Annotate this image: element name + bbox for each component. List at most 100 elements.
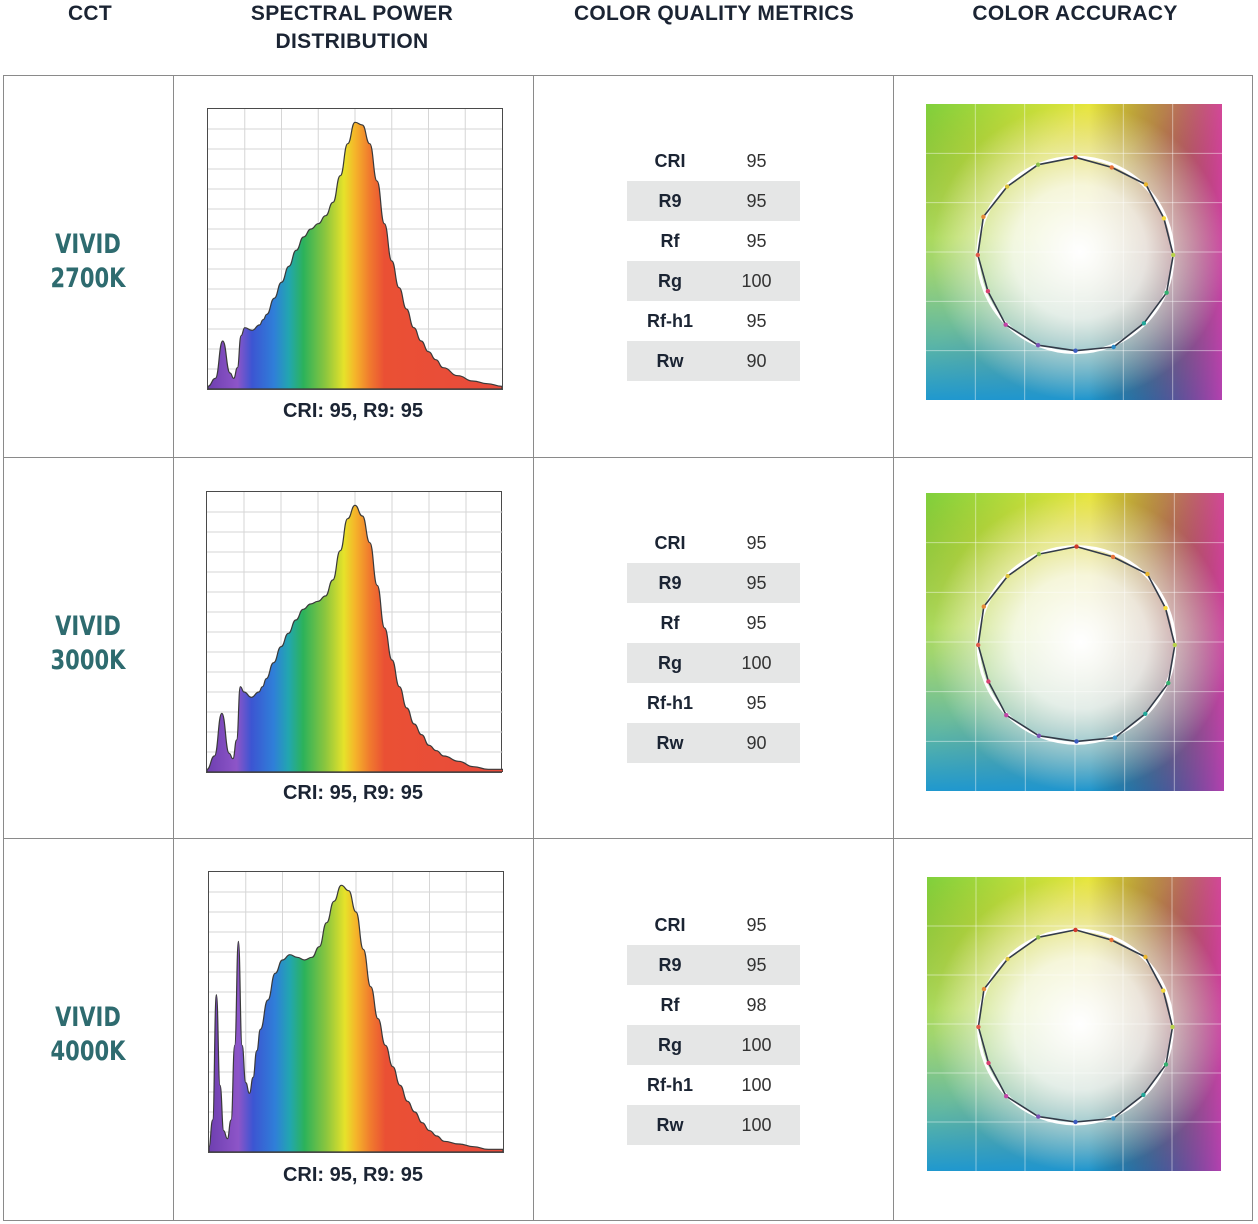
metric-row: CRI 95 [627, 141, 800, 181]
spd-caption-row3: CRI: 95, R9: 95 [282, 1164, 424, 1186]
metric-label: Rf [660, 230, 680, 251]
hue-bin-marker [985, 289, 991, 294]
hue-bin-marker [981, 214, 986, 219]
spd-caption-row1: CRI: 95, R9: 95 [282, 400, 424, 422]
metric-value: 100 [741, 652, 772, 673]
metric-row: Rf 95 [627, 603, 800, 643]
hue-bin-marker [1161, 216, 1167, 221]
metric-value: 95 [746, 230, 767, 251]
metric-label: Rf-h1 [647, 692, 693, 713]
hue-bin-marker [1035, 343, 1041, 348]
metric-label: Rf [660, 994, 680, 1015]
hue-bin-marker [1073, 155, 1078, 160]
metric-row: Rf-h1 100 [627, 1065, 800, 1105]
metric-value: 95 [746, 572, 767, 593]
cct-kelvin: 3000K [50, 645, 126, 676]
metric-value: 95 [746, 150, 767, 171]
row-divider [3, 457, 1253, 458]
cct-name: VIVID [55, 229, 121, 260]
spd-chart-row2 [206, 491, 503, 773]
hue-bin-marker [1074, 739, 1079, 744]
hue-bin-marker [986, 679, 991, 684]
metric-row: Rf 95 [627, 221, 800, 261]
column-divider [533, 75, 534, 1221]
metric-value: 98 [746, 994, 767, 1015]
metric-label: CRI [654, 150, 686, 171]
color-accuracy-row1 [926, 104, 1222, 400]
header-metrics: COLOR QUALITY METRICS [573, 2, 855, 25]
spectrum-area [207, 504, 503, 772]
hue-bin-marker [1164, 290, 1169, 295]
metric-row: R9 95 [627, 563, 800, 603]
metric-label: Rw [656, 350, 684, 371]
spectrum-area [209, 884, 503, 1152]
hue-bin-marker [1145, 571, 1150, 577]
hue-bin-marker [1143, 182, 1149, 187]
metric-value: 100 [741, 1074, 772, 1095]
hue-bin-marker [1073, 1119, 1078, 1125]
hue-bin-marker [1003, 322, 1008, 327]
metric-label: R9 [658, 572, 682, 593]
metric-label: CRI [654, 532, 686, 553]
hue-bin-marker [1109, 165, 1114, 170]
hue-bin-marker [1143, 954, 1148, 960]
hue-bin-marker [1005, 956, 1010, 962]
metric-label: CRI [654, 914, 686, 935]
hue-bin-marker [1163, 1062, 1169, 1067]
table-frame [3, 75, 1253, 1221]
metric-row: Rw 90 [627, 723, 800, 763]
hue-bin-marker [1036, 935, 1041, 940]
metric-value: 100 [741, 1034, 772, 1055]
metrics-table-row1: CRI 95 R9 95 Rf 95 Rg 100 Rf-h1 95 Rw 90 [627, 141, 800, 381]
hue-bin-marker [1141, 1092, 1146, 1098]
metric-row: Rw 100 [627, 1105, 800, 1145]
cct-label-row2: VIVID 3000K [22, 610, 155, 678]
metrics-table-row3: CRI 95 R9 95 Rf 98 Rg 100 Rf-h1 100 Rw 100 [627, 905, 800, 1145]
color-accuracy-row3 [927, 877, 1221, 1171]
hue-bin-marker [1172, 642, 1177, 648]
metric-value: 90 [746, 732, 767, 753]
spd-chart-row1 [207, 108, 503, 390]
cct-kelvin: 4000K [50, 1036, 126, 1067]
hue-bin-marker [981, 604, 986, 609]
metric-label: Rg [658, 1034, 682, 1055]
hue-bin-marker [1171, 252, 1176, 258]
metric-value: 95 [746, 612, 767, 633]
metric-label: Rf [660, 612, 680, 633]
cct-name: VIVID [55, 1002, 121, 1033]
header-cct: CCT [67, 2, 113, 25]
hue-bin-marker [1073, 348, 1078, 353]
hue-bin-marker [1111, 344, 1116, 350]
cct-label-row3: VIVID 4000K [22, 1001, 155, 1069]
hue-bin-marker [1004, 184, 1010, 189]
metric-value: 95 [746, 310, 767, 331]
spd-caption-row2: CRI: 95, R9: 95 [282, 782, 424, 804]
header-spd-line2: DISTRIBUTION [275, 30, 429, 53]
metric-value: 95 [746, 914, 767, 935]
hue-bin-marker [1163, 605, 1168, 611]
hue-bin-marker [1161, 988, 1166, 993]
hue-bin-marker [1036, 733, 1042, 738]
metric-row: Rw 90 [627, 341, 800, 381]
hue-bin-marker [1004, 713, 1009, 718]
column-divider [893, 75, 894, 1221]
hue-bin-marker [1166, 680, 1171, 686]
metric-label: Rf-h1 [647, 1074, 693, 1095]
hue-bin-marker [986, 1060, 991, 1066]
header-spd: SPECTRAL POWER DISTRIBUTION [222, 0, 482, 56]
hue-bin-marker [1036, 1114, 1041, 1119]
hue-bin-marker [975, 252, 980, 258]
hue-bin-marker [1004, 1094, 1009, 1099]
hue-bin-marker [1074, 544, 1079, 549]
cct-name: VIVID [55, 611, 121, 642]
color-accuracy-row2 [926, 493, 1224, 791]
metric-row: Rg 100 [627, 261, 800, 301]
header-accuracy: COLOR ACCURACY [972, 2, 1178, 25]
metric-row: R9 95 [627, 945, 800, 985]
hue-bin-marker [1109, 937, 1114, 943]
metric-row: R9 95 [627, 181, 800, 221]
metric-row: Rf-h1 95 [627, 683, 800, 723]
cct-kelvin: 2700K [50, 263, 126, 294]
metric-value: 90 [746, 350, 767, 371]
hue-bin-marker [1143, 711, 1148, 716]
